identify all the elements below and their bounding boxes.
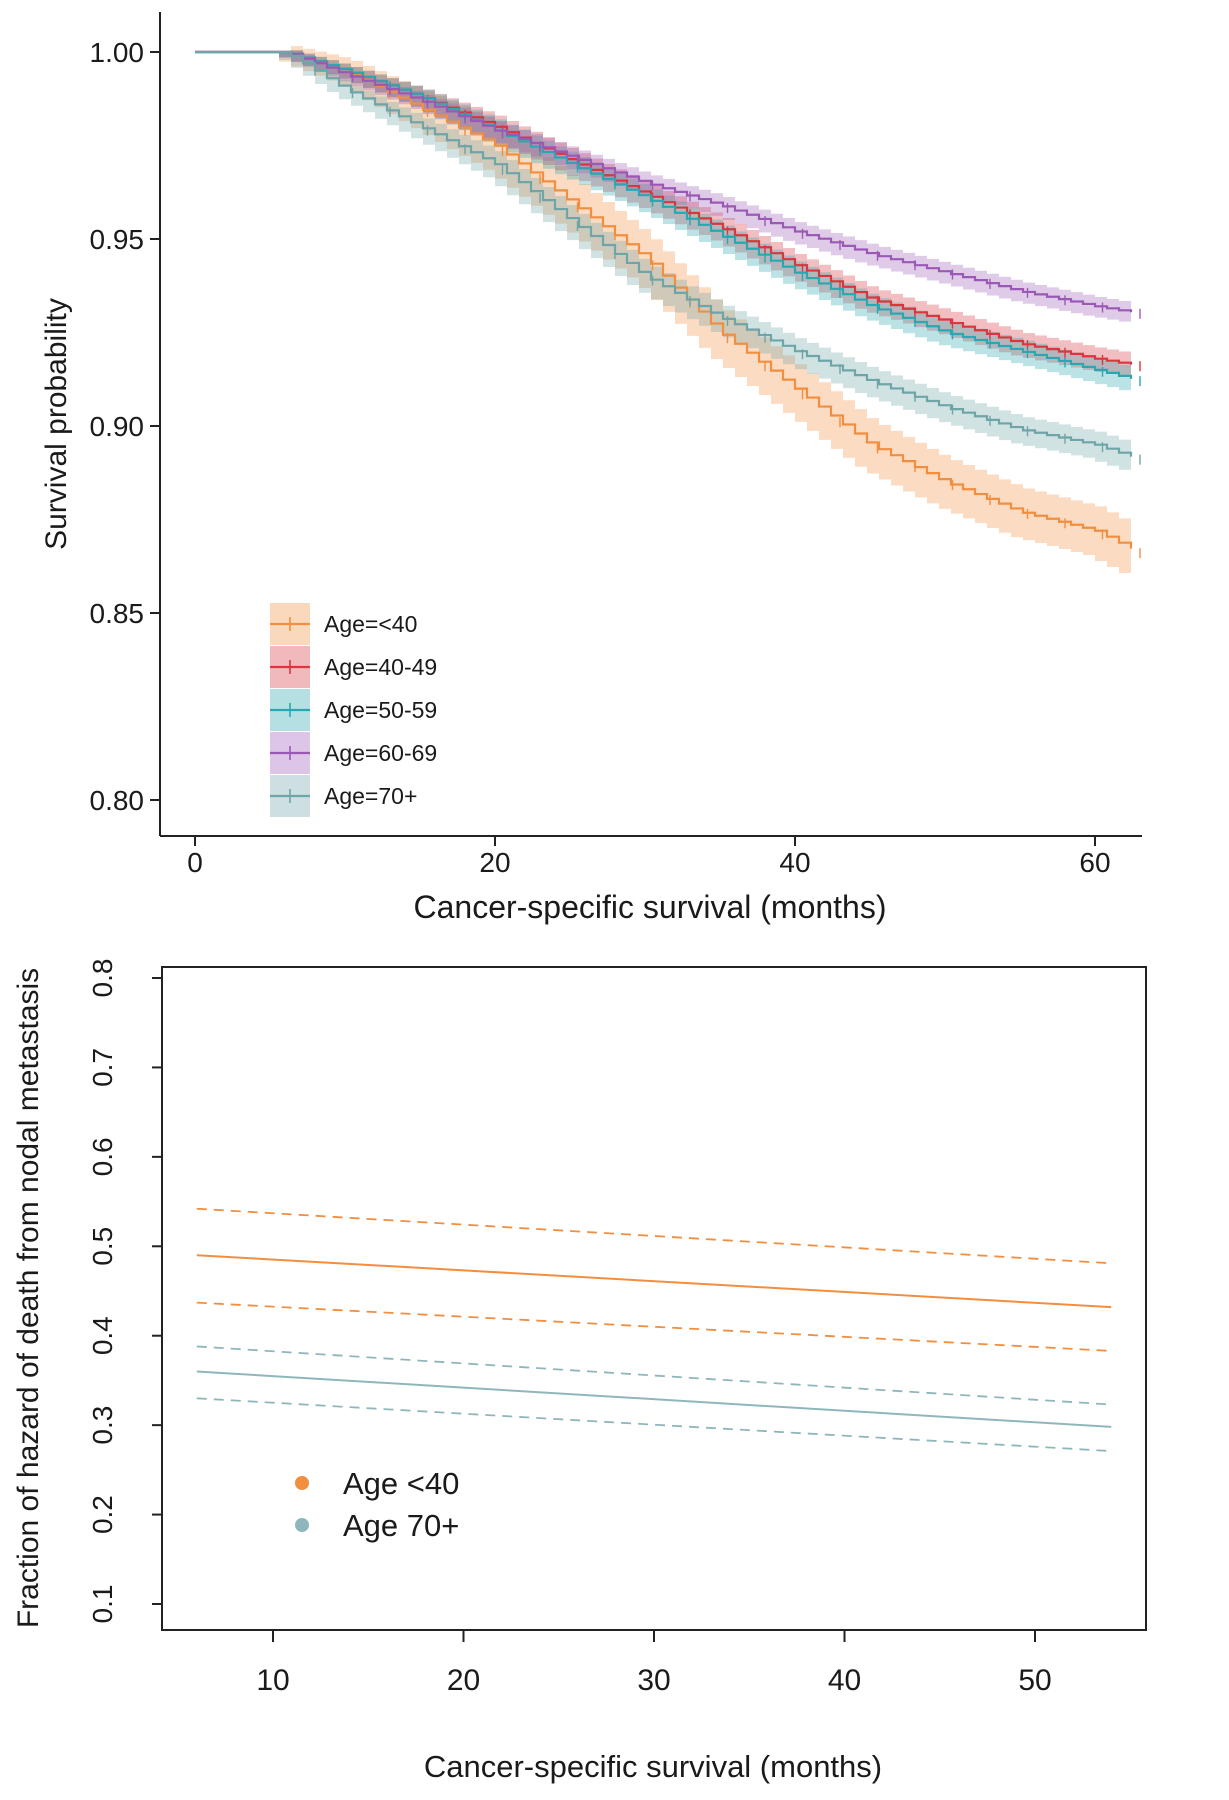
km-curve-age-60-69 — [195, 50, 1133, 313]
hz-lower-ci-age-40 — [196, 1301, 1112, 1352]
hz-y-tick-label: 0.7 — [87, 1048, 118, 1087]
km-confidence-bands — [195, 46, 1131, 573]
hz-series-lines — [196, 1207, 1112, 1452]
km-y-tick-label: 1.00 — [90, 37, 145, 68]
hz-y-tick-label: 0.8 — [87, 959, 118, 998]
km-y-tick-label: 0.85 — [90, 598, 145, 629]
hz-y-tick-label: 0.6 — [87, 1137, 118, 1176]
hz-y-tick-label: 0.4 — [87, 1316, 118, 1355]
km-legend-label-age-60-69: Age=60-69 — [324, 740, 437, 766]
hz-y-tick-label: 0.2 — [87, 1495, 118, 1534]
km-ci-band-age-70 — [195, 51, 1131, 470]
km-legend-label-age-50-59: Age=50-59 — [324, 697, 437, 723]
km-x-tick-label: 60 — [1079, 847, 1110, 878]
km-ci-band-age-40 — [195, 46, 1131, 573]
km-legend: Age=<40 Age=40-49 Age=50-59 Age=60-69 Age=70… — [270, 603, 437, 817]
hz-upper-ci-age-40 — [196, 1207, 1112, 1265]
hz-plot-frame — [161, 966, 1147, 1631]
hz-x-axis-label: Cancer-specific survival (months) — [424, 1749, 882, 1784]
hz-x-tick-label: 50 — [1018, 1664, 1051, 1697]
hz-legend-marker — [295, 1518, 309, 1532]
km-legend-label-age-70: Age=70+ — [324, 783, 417, 809]
hz-y-tick-label: 0.3 — [87, 1406, 118, 1445]
hz-estimate-age-70 — [196, 1370, 1112, 1428]
hz-legend-marker — [295, 1476, 309, 1490]
hz-x-tick-label: 40 — [828, 1664, 861, 1697]
hz-x-tick-label: 20 — [447, 1664, 480, 1697]
hz-legend-label-age-70: Age 70+ — [343, 1508, 459, 1543]
hz-y-tick-label: 0.5 — [87, 1227, 118, 1266]
hz-lower-ci-age-70 — [196, 1397, 1112, 1452]
hz-estimate-age-40 — [196, 1254, 1112, 1309]
km-x-tick-label: 40 — [779, 847, 810, 878]
hz-axis-ticks: 0.1 0.2 0.3 0.4 0.5 0.6 0.7 0.8 10 20 30 40 50 — [87, 959, 1052, 1697]
km-y-tick-label: 0.80 — [90, 785, 145, 816]
km-legend-label-age-40: Age=<40 — [324, 611, 417, 637]
km-y-tick-label: 0.95 — [90, 224, 145, 255]
km-axis-ticks: 0.80 0.85 0.90 0.95 1.00 0 20 40 60 — [90, 37, 1111, 878]
hz-x-tick-label: 30 — [637, 1664, 670, 1697]
km-x-tick-label: 0 — [187, 847, 203, 878]
km-x-axis-label: Cancer-specific survival (months) — [413, 889, 886, 925]
hz-x-tick-label: 10 — [256, 1664, 289, 1697]
km-legend-label-age-40-49: Age=40-49 — [324, 654, 437, 680]
hazard-fraction-chart: 0.1 0.2 0.3 0.4 0.5 0.6 0.7 0.8 10 20 30 40 50 Fract… — [12, 959, 1147, 1784]
hz-legend-label-age-40: Age <40 — [343, 1466, 459, 1501]
hz-legend: Age <40 Age 70+ — [295, 1466, 459, 1543]
km-curve-age-70 — [195, 50, 1133, 457]
km-ci-band-age-40-49 — [195, 50, 1131, 376]
km-x-tick-label: 20 — [479, 847, 510, 878]
km-survival-chart: 0.80 0.85 0.90 0.95 1.00 0 20 40 60 Survival pro… — [40, 12, 1142, 925]
hz-y-tick-label: 0.1 — [87, 1585, 118, 1624]
hz-y-axis-label: Fraction of hazard of death from nodal m… — [12, 968, 45, 1628]
km-y-tick-label: 0.90 — [90, 411, 145, 442]
km-y-axis-label: Survival probability — [40, 298, 73, 550]
km-survival-curves — [195, 50, 1141, 559]
hz-upper-ci-age-70 — [196, 1345, 1112, 1406]
